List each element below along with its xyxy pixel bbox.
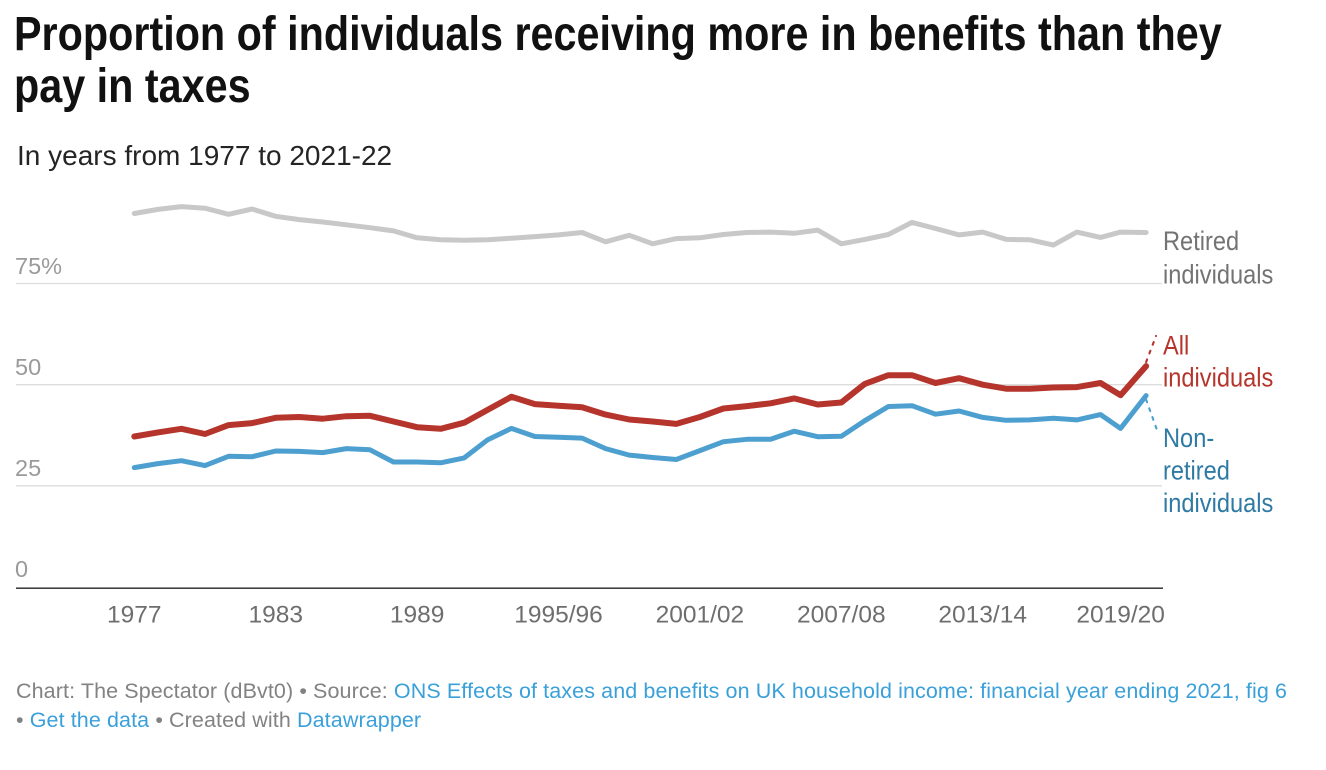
svg-text:individuals: individuals (1163, 363, 1273, 393)
svg-text:2019/20: 2019/20 (1076, 602, 1165, 629)
svg-text:2007/08: 2007/08 (797, 602, 886, 629)
svg-text:2001/02: 2001/02 (656, 602, 745, 629)
svg-text:50: 50 (15, 354, 41, 380)
svg-text:Retired: Retired (1163, 227, 1239, 257)
svg-text:individuals: individuals (1163, 488, 1273, 518)
svg-text:1989: 1989 (390, 602, 445, 629)
svg-text:0: 0 (15, 556, 28, 582)
svg-text:1995/96: 1995/96 (514, 602, 603, 629)
svg-text:1983: 1983 (248, 602, 303, 629)
svg-text:All: All (1163, 331, 1189, 361)
svg-text:individuals: individuals (1163, 260, 1273, 290)
svg-text:25: 25 (15, 455, 41, 481)
svg-text:Non-: Non- (1163, 423, 1214, 453)
svg-text:75%: 75% (15, 253, 62, 279)
svg-text:2013/14: 2013/14 (938, 602, 1027, 629)
svg-text:1977: 1977 (107, 602, 162, 629)
svg-text:retired: retired (1163, 456, 1230, 486)
